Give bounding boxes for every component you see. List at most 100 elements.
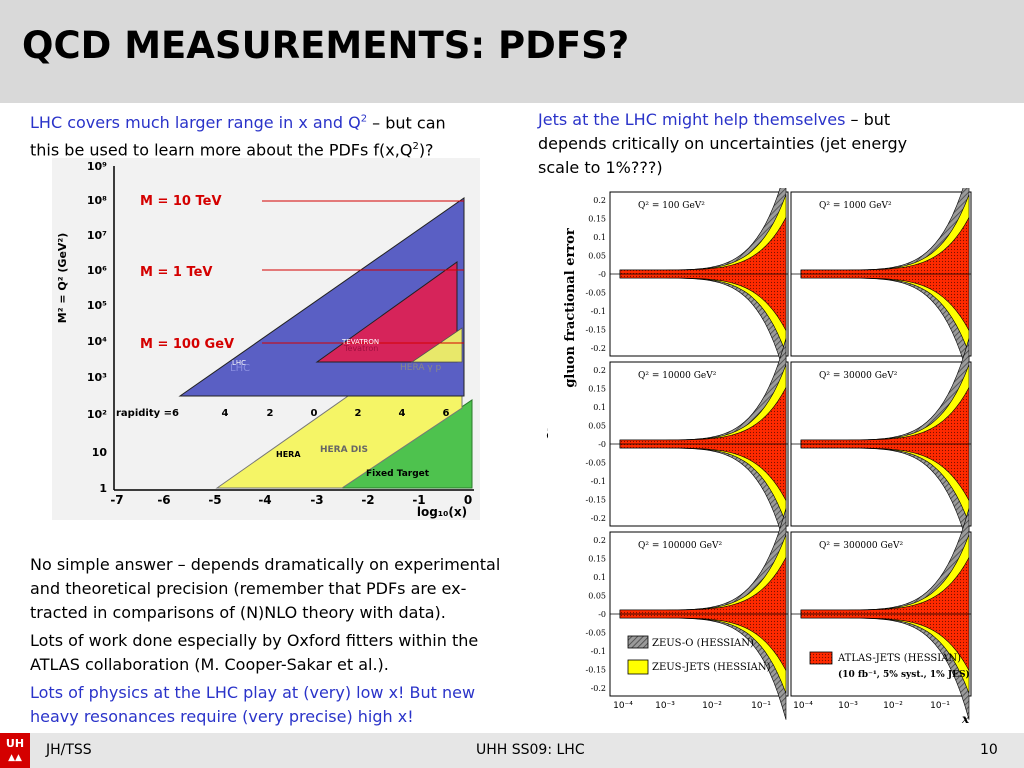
highlight-line: Lots of physics at the LHC play at (very… (30, 683, 476, 702)
y-tick: -0.05 (585, 459, 606, 468)
footer-course: UHH SS09: LHC (476, 742, 585, 758)
x-tick: 10⁻¹ (930, 701, 950, 711)
right-intro-highlight: Jets at the LHC might help themselves (538, 110, 846, 129)
rapidity-tick: 6 (443, 408, 450, 419)
y-tick: 10⁶ (87, 264, 107, 277)
hera-dis-label: HERA DIS (320, 445, 368, 455)
x-tick: -4 (258, 493, 271, 507)
legend-zeus-jets: ZEUS-JETS (HESSIAN) (652, 662, 771, 673)
lhc-label: LHC (230, 363, 250, 374)
rapidity-label: rapidity =6 (116, 408, 179, 419)
y-tick: 0.1 (593, 573, 606, 582)
y-tick: 0.2 (593, 536, 606, 545)
x-tick: -2 (361, 493, 374, 507)
gluon-x-label: x (961, 712, 970, 726)
y-tick: -0.15 (585, 326, 606, 335)
panel-title: Q² = 10000 GeV² (638, 371, 717, 381)
legend-atlas-note: (10 fb⁻¹, 5% syst., 1% JES) (838, 669, 970, 680)
bottom-text: No simple answer – depends dramatically … (30, 553, 550, 729)
mass-label-10tev: M = 10 TeV (140, 194, 222, 209)
y-tick: 0.05 (588, 422, 606, 431)
y-tick: 10⁷ (87, 229, 107, 242)
y-tick: 10⁴ (87, 335, 107, 348)
y-tick: -0.15 (585, 666, 606, 675)
x-tick: -1 (412, 493, 425, 507)
rapidity-tick: 2 (267, 408, 274, 419)
y-tick: -0.1 (591, 477, 606, 486)
gluon-panel: Q² = 1000 GeV² (790, 188, 972, 380)
gluon-panel: 0.2 0.15 0.1 0.05 -0 -0.05 -0.1 -0.15 -0.2 Q² = 1… (585, 508, 789, 720)
text-line: No simple answer – depends dramatically … (30, 555, 501, 574)
tevatron-label: TEVATRON (341, 338, 379, 346)
y-tick: 0.15 (588, 385, 606, 394)
gluon-error-figure: gluon fractional error 0.2 0.15 0.1 0.05 -0 -… (548, 188, 980, 728)
gluon-panel: Q² = 30000 GeV² (790, 338, 972, 550)
x-tick: 10⁻⁴ (613, 701, 633, 711)
footer-page-number: 10 (980, 742, 998, 758)
y-tick: 0.2 (593, 366, 606, 375)
y-tick: -0.2 (591, 684, 606, 693)
text-line: ATLAS collaboration (M. Cooper-Sakar et … (30, 655, 389, 674)
rapidity-tick: 4 (222, 408, 229, 419)
gluon-panel: 0.2 0.15 0.1 0.05 -0 -0.05 -0.1 -0.15 -0.2 Q² = 1… (585, 338, 789, 550)
gluon-panel: Q² = 300000 GeV² (790, 508, 972, 720)
panel-title: Q² = 30000 GeV² (819, 371, 898, 381)
gluon-panel: 0.2 0.15 0.1 0.05 -0 -0.05 -0.1 -0.15 -0.2 Q² = 1… (585, 188, 789, 380)
y-tick: 0.2 (593, 196, 606, 205)
text-line: and theoretical precision (remember that… (30, 579, 467, 598)
footer-author: JH/TSS (46, 742, 92, 758)
y-tick: 0.15 (588, 215, 606, 224)
rapidity-tick: 4 (399, 408, 406, 419)
slide-title: QCD MEASUREMENTS: PDFS? (22, 24, 630, 67)
fixed-target-label: Fixed Target (366, 469, 430, 479)
x-tick: 0 (464, 493, 472, 507)
x-tick: 10⁻³ (655, 701, 675, 711)
mass-label-1tev: M = 1 TeV (140, 265, 212, 280)
x-tick: 10⁻⁴ (793, 701, 813, 711)
tevatron-small-label: Tevatron (343, 344, 378, 353)
y-tick: -0.1 (591, 647, 606, 656)
y-tick: 10⁵ (87, 299, 107, 312)
y-tick: 1 (99, 482, 107, 495)
legend-zeus-o: ZEUS-O (HESSIAN) (652, 638, 754, 649)
y-tick: -0.2 (591, 514, 606, 523)
y-tick: -0.1 (591, 307, 606, 316)
y-tick: -0 (598, 440, 606, 449)
text-line: tracted in comparisons of (N)NLO theory … (30, 603, 446, 622)
title-bar (0, 0, 1024, 103)
panel-title: Q² = 100000 GeV² (638, 541, 722, 551)
footer-bar (0, 733, 1024, 768)
legend-atlas: ATLAS-JETS (HESSIAN) (837, 653, 961, 664)
y-tick: 10 (92, 446, 108, 459)
y-tick: 10² (87, 408, 107, 421)
rapidity-tick: 2 (355, 408, 362, 419)
x-tick: 10⁻¹ (751, 701, 771, 711)
x-tick: 10⁻² (883, 701, 903, 711)
gluon-y-label: gluon fractional error (563, 228, 578, 388)
y-tick: -0.05 (585, 629, 606, 638)
x-tick: -5 (208, 493, 221, 507)
left-intro-rest: – but can (367, 113, 446, 133)
panel-title: Q² = 1000 GeV² (819, 201, 892, 211)
y-tick: -0 (598, 270, 606, 279)
y-tick: -0.15 (585, 496, 606, 505)
rapidity-tick: 0 (311, 408, 318, 419)
y-tick: 0.15 (588, 555, 606, 564)
highlight-line: heavy resonances require (very precise) … (30, 707, 414, 726)
panel-title: Q² = 100 GeV² (638, 201, 705, 211)
left-intro-highlight: LHC covers much larger range in x and Q2 (30, 113, 368, 133)
hera-gp-label: HERA γ p (400, 363, 442, 373)
x-axis-label: log₁₀(x) (417, 505, 467, 519)
y-tick: 10⁹ (87, 160, 107, 173)
right-intro-text: Jets at the LHC might help themselves – … (538, 110, 908, 177)
x-tick: 10⁻² (702, 701, 722, 711)
y-tick: -0.05 (585, 289, 606, 298)
x-tick: -6 (157, 493, 170, 507)
panel-title: Q² = 300000 GeV² (819, 541, 903, 551)
hera-label: HERA (276, 450, 301, 459)
mass-label-100gev: M = 100 GeV (140, 337, 234, 352)
y-tick: 0.05 (588, 592, 606, 601)
y-tick: 10³ (87, 371, 107, 384)
y-tick: 0.05 (588, 252, 606, 261)
x-tick: 10⁻³ (838, 701, 858, 711)
